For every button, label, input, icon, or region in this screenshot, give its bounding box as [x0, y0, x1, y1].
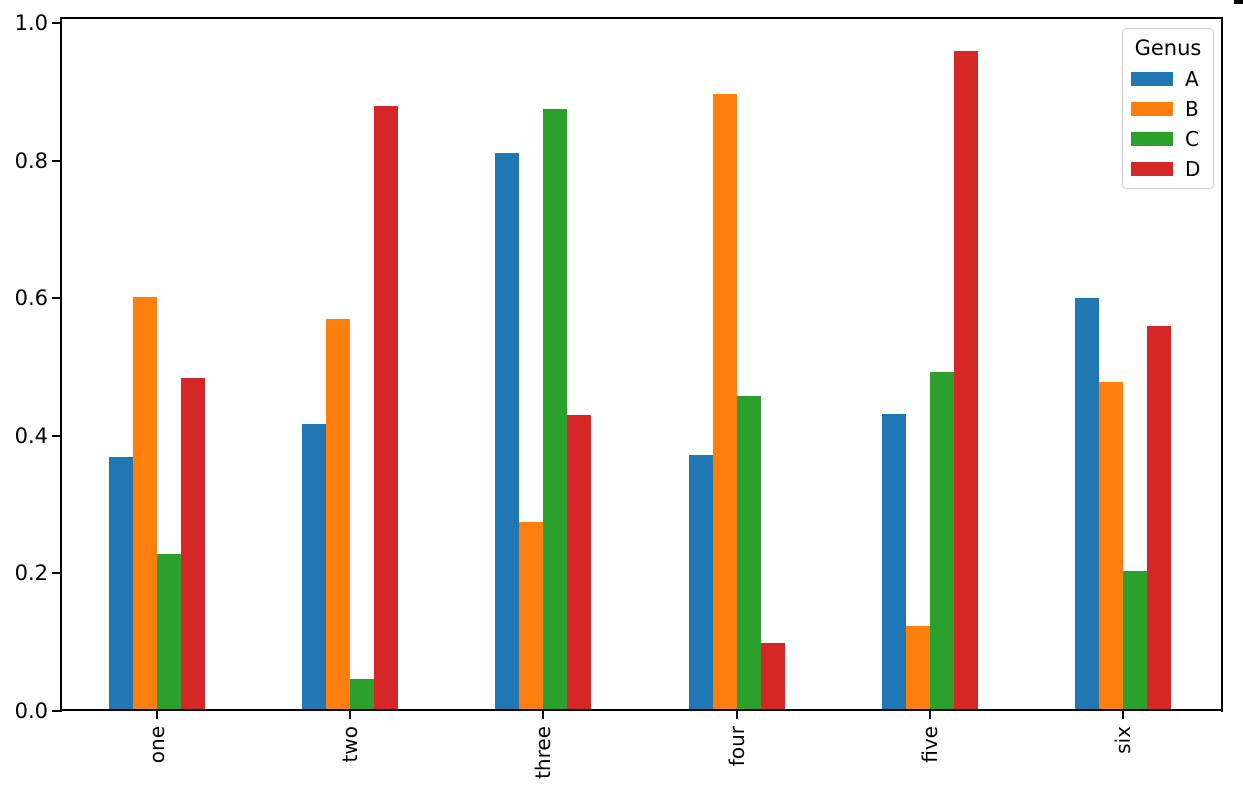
legend-color-patch — [1131, 72, 1173, 86]
bar-a-two — [302, 424, 326, 711]
bar-a-three — [495, 153, 519, 711]
bar-c-two — [350, 679, 374, 711]
x-tick-label: five — [918, 725, 942, 763]
y-tick-label: 1.0 — [14, 11, 48, 35]
legend-entry-label: B — [1185, 97, 1199, 121]
bar-a-one — [109, 457, 133, 711]
bar-d-four — [761, 643, 785, 711]
bar-a-six — [1075, 298, 1099, 711]
bar-a-five — [882, 414, 906, 711]
bottom-spine — [60, 709, 1223, 711]
bar-d-one — [181, 378, 205, 711]
legend-entry-label: D — [1185, 157, 1201, 181]
legend-entry-label: A — [1185, 67, 1199, 91]
x-tick-mark — [929, 710, 931, 719]
legend-entry-label: C — [1185, 127, 1199, 151]
bar-b-two — [326, 319, 350, 711]
bar-b-five — [906, 626, 930, 711]
legend-entry-d: D — [1131, 154, 1205, 184]
x-tick-mark — [1122, 710, 1125, 719]
left-spine — [60, 17, 62, 712]
bar-b-one — [133, 297, 157, 711]
y-tick-mark — [52, 434, 60, 437]
legend-color-patch — [1131, 102, 1173, 116]
bar-c-five — [930, 372, 954, 711]
bar-d-two — [374, 106, 398, 711]
y-tick-label: 0.8 — [14, 148, 48, 173]
top-spine — [60, 17, 1223, 19]
bar-d-six — [1147, 326, 1171, 711]
right-spine — [1221, 17, 1223, 712]
x-tick-label: one — [144, 725, 169, 763]
bar-b-three — [519, 522, 543, 711]
y-tick-mark — [52, 572, 60, 574]
legend-color-patch — [1131, 132, 1173, 146]
bar-c-one — [157, 554, 181, 711]
bar-b-four — [713, 94, 737, 711]
x-tick-label: three — [531, 725, 556, 779]
bar-c-four — [737, 396, 761, 711]
y-tick-label: 0.6 — [14, 286, 48, 310]
x-tick-label: two — [338, 725, 362, 762]
x-tick-label: four — [724, 725, 749, 766]
x-tick-mark — [735, 710, 738, 719]
x-tick-mark — [542, 710, 545, 719]
x-tick-mark — [349, 710, 351, 719]
y-tick-label: 0.2 — [14, 561, 48, 585]
y-tick-label: 0.4 — [14, 423, 48, 448]
bar-d-three — [567, 415, 591, 711]
bar-c-three — [543, 109, 567, 711]
x-tick-label: six — [1111, 725, 1136, 754]
y-tick-label: 0.0 — [14, 698, 48, 723]
corner-artifact — [1234, 0, 1243, 4]
bar-b-six — [1099, 382, 1123, 711]
x-tick-mark — [155, 710, 158, 719]
legend-entry-a: A — [1131, 64, 1205, 94]
y-tick-mark — [52, 297, 60, 299]
legend-entry-c: C — [1131, 124, 1205, 154]
bar-d-five — [954, 51, 978, 711]
bar-c-six — [1123, 571, 1147, 711]
y-tick-mark — [52, 22, 60, 24]
y-tick-mark — [52, 709, 60, 712]
legend-entry-b: B — [1131, 94, 1205, 124]
legend-color-patch — [1131, 162, 1173, 176]
y-tick-mark — [52, 159, 60, 162]
legend-title: Genus — [1134, 36, 1202, 60]
bar-a-four — [689, 455, 713, 711]
